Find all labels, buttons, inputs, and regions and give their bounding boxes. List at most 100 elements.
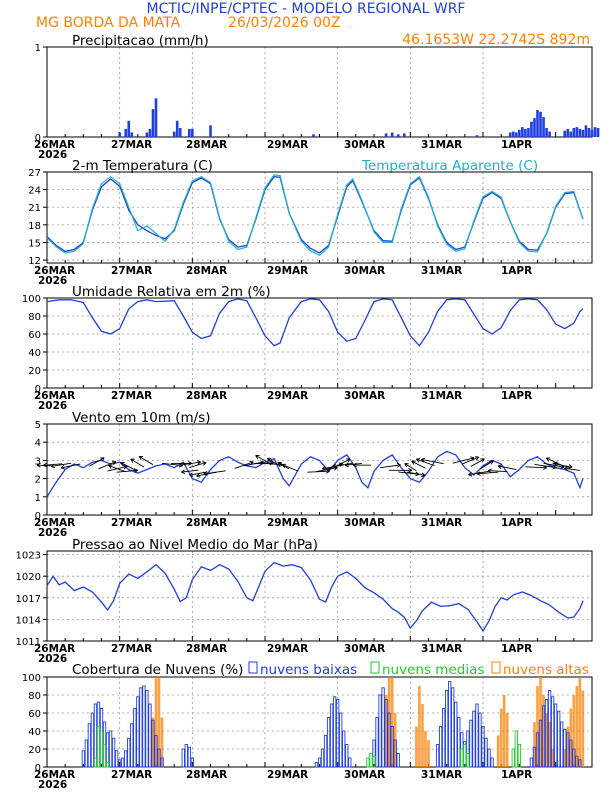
temp-date-label: 28MAR (186, 265, 227, 277)
clouds-ytick-label: 60 (28, 709, 41, 720)
wind-arrow-head (396, 463, 401, 468)
cloud-mid-bar (511, 748, 515, 768)
precip-bar (172, 131, 176, 137)
temp-ytick-label: 12 (28, 256, 41, 267)
cloud-low-bar (454, 701, 458, 768)
cloud-high-bar (569, 708, 573, 767)
cloud-low-bar (451, 687, 455, 768)
clouds-date-label: 30MAR (344, 769, 385, 781)
wind-arrow (130, 458, 145, 468)
precip-bar (209, 125, 212, 137)
cloud-low-bar (435, 744, 440, 768)
cloud-low-bar (481, 726, 485, 768)
cloud-mid-bar (372, 755, 376, 768)
wind-arrow-head (415, 458, 421, 463)
temp-date-label: 27MAR (111, 265, 152, 277)
cloud-high-bar (496, 735, 500, 767)
cloud-low-bar (572, 748, 576, 768)
cloud-low-bar (487, 748, 491, 768)
precip-title: Precipitacao (mm/h) (72, 33, 209, 49)
cloud-low-bar (441, 708, 446, 768)
wind-arrow (43, 463, 63, 466)
cloud-low-bar (190, 757, 194, 768)
wind-arrow (479, 460, 494, 470)
precip-bar (515, 132, 518, 137)
wind-ytick-label: 5 (35, 420, 41, 431)
cloud-high-bar (421, 704, 424, 767)
wind-arrow-head (43, 462, 48, 468)
cloud-low-bar (317, 757, 322, 768)
slp-date-label: 29MAR (267, 643, 308, 655)
wind-date-label: 31MAR (421, 517, 462, 529)
cloud-low-bar (566, 732, 570, 768)
wind-arrow-head (497, 464, 502, 469)
cloud-mid-bar (460, 748, 464, 768)
cloud-high-bar (581, 690, 585, 767)
cloud-mid-bar (517, 744, 521, 768)
wind-ytick-label: 0 (35, 511, 41, 522)
cloud-low-bar (108, 730, 113, 768)
cloud-mid-bar (99, 730, 104, 768)
cloud-low-bar (438, 726, 443, 768)
cloud-low-bar (538, 719, 543, 768)
header-title: MCTIC/INPE/CPTEC - MODELO REGIONAL WRF (147, 1, 466, 17)
cloud-high-bar (502, 695, 506, 767)
cloud-high-bar (384, 695, 388, 767)
cloud-low-bar (557, 710, 561, 768)
precip-bar (533, 118, 536, 137)
cloud-low-bar (314, 762, 319, 768)
cloud-low-bar (535, 732, 540, 768)
slp-ytick-label: 1011 (16, 637, 41, 648)
wind-date-label: 27MAR (111, 517, 152, 529)
cloud-low-bar (329, 703, 334, 768)
wind-arrow-head (202, 461, 207, 466)
wind-ytick-label: 4 (35, 438, 41, 449)
wind-arrow-head (266, 457, 272, 462)
wind-arrow-head (476, 471, 481, 476)
precip-bar (188, 128, 191, 137)
precip-bar (145, 132, 149, 137)
wind-arrow (534, 464, 557, 469)
temp-title: 2-m Temperatura (C) (72, 158, 213, 174)
wind-arrow-head (133, 468, 139, 473)
header-run: 26/03/2026 00Z (228, 15, 341, 31)
cloud-low-bar (184, 744, 188, 768)
rh-date-label: 1APR (501, 390, 532, 402)
wind-arrow-head (404, 463, 409, 468)
slp-ytick-label: 1017 (16, 594, 41, 605)
wind-date-label: 28MAR (186, 517, 227, 529)
cloud-low-bar (345, 744, 349, 768)
wind-arrow-head (123, 464, 128, 470)
wind-arrow (234, 461, 254, 469)
cloud-low-bar (390, 726, 394, 768)
cloud-high-bar (499, 708, 503, 767)
cloud-mid-bar (105, 762, 110, 768)
wind-arrow (189, 471, 208, 476)
cloud-high-bar (505, 713, 509, 767)
cloud-low-bar (547, 690, 552, 768)
wind-arrow-head (411, 460, 416, 465)
rh-date-label: 26MAR (34, 390, 75, 402)
wind-arrow (421, 459, 444, 465)
rh-date-label: 31MAR (421, 390, 462, 402)
rh-ytick-label: 0 (35, 384, 41, 395)
precip-bar (127, 120, 131, 137)
cloud-low-bar (560, 721, 564, 768)
slp-date-label: 27MAR (111, 643, 152, 655)
slp-date-label: 26MAR (34, 643, 75, 655)
cloud-low-bar (160, 757, 164, 768)
precip-bar (578, 128, 582, 137)
legend-high-swatch (491, 661, 501, 674)
precip-bar (178, 128, 182, 137)
wind-arrow (89, 457, 105, 467)
wind-panel: 0 1 2 3 4 5 26MAR 27MAR 28MAR 29MAR 30MAR 31MAR 1APR… (34, 420, 593, 539)
legend-high-label: nuvens altas (503, 662, 589, 678)
cloud-high-bar (415, 726, 418, 767)
wind-arrow-head (489, 460, 494, 465)
wind-arrow-head (564, 466, 569, 471)
precip-bar (511, 131, 515, 137)
temp-ytick-label: 18 (28, 221, 41, 232)
clouds-ytick-label: 20 (28, 745, 41, 756)
cloud-low-bar (151, 719, 155, 768)
wind-arrow-head (421, 472, 426, 478)
